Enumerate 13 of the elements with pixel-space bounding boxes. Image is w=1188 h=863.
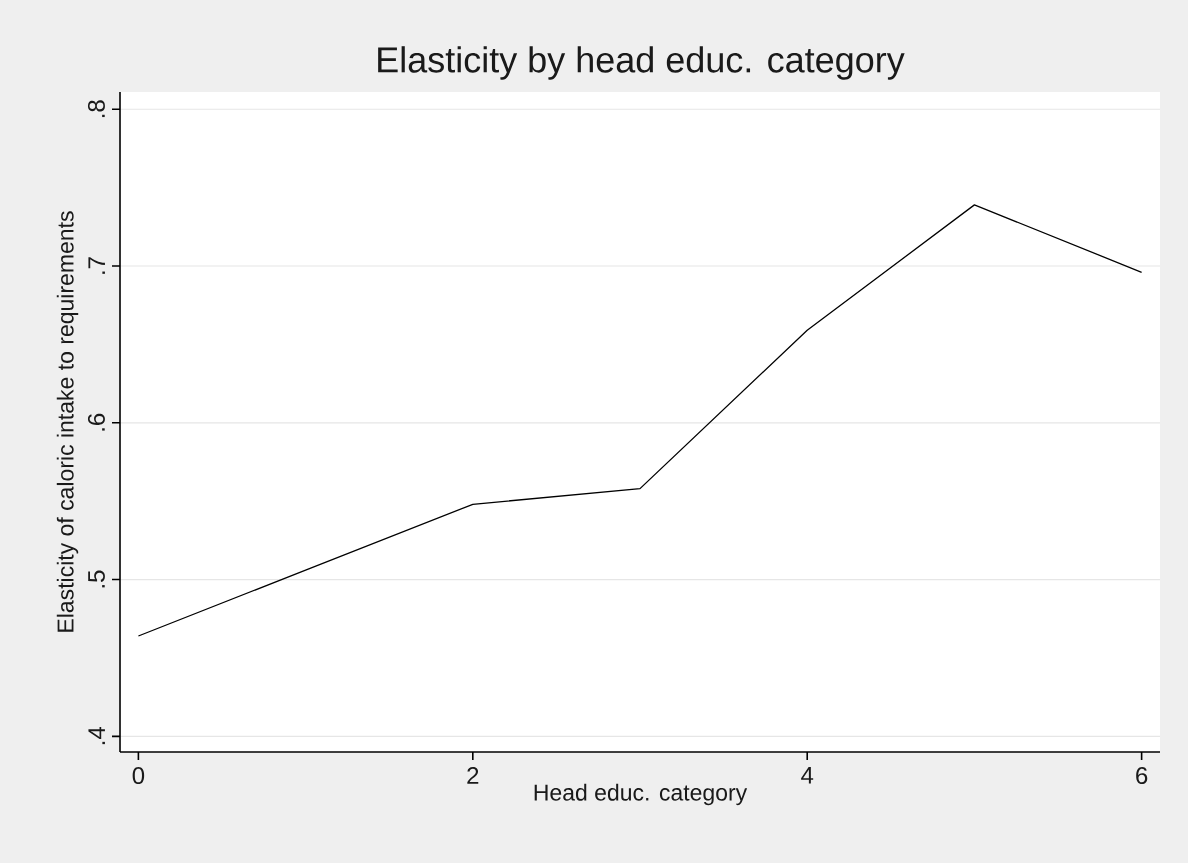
y-tick-label: .7 <box>88 257 105 274</box>
line-series <box>137 204 1143 637</box>
x-tick-label: 6 <box>1136 767 1148 785</box>
x-tick-label: 2 <box>467 767 479 784</box>
x-axis-title: Head educ. category <box>534 783 748 806</box>
x-tick-label: 0 <box>132 767 145 785</box>
y-axis-title: Elasticity of caloric intake to requirements <box>56 211 79 632</box>
chart-title: Elasticity by head educ. category <box>378 46 905 80</box>
y-tick-label: .8 <box>87 100 105 118</box>
y-tick-label: .5 <box>88 570 105 588</box>
y-tick-label: .4 <box>88 727 105 745</box>
x-tick-label: 4 <box>801 767 814 784</box>
y-tick-label: .6 <box>87 413 105 431</box>
